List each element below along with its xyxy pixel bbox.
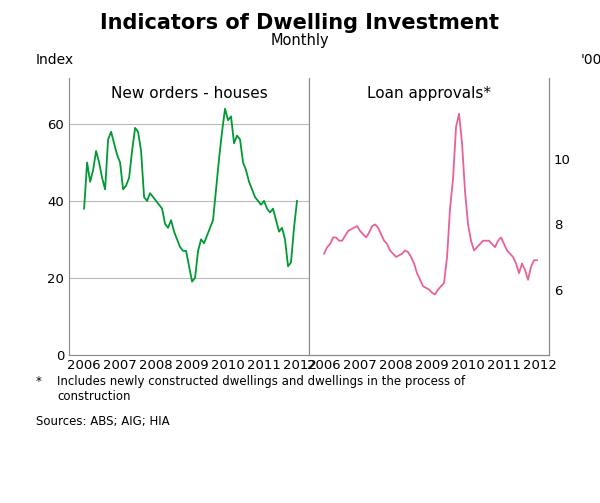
Text: '000: '000 (580, 53, 600, 67)
Text: Sources: ABS; AIG; HIA: Sources: ABS; AIG; HIA (36, 415, 170, 428)
Text: Index: Index (35, 53, 74, 67)
Text: Includes newly constructed dwellings and dwellings in the process of
constructio: Includes newly constructed dwellings and… (57, 375, 465, 403)
Text: *: * (36, 375, 42, 388)
Text: Indicators of Dwelling Investment: Indicators of Dwelling Investment (101, 13, 499, 33)
Text: New orders - houses: New orders - houses (110, 87, 268, 101)
Text: Monthly: Monthly (271, 33, 329, 48)
Text: Loan approvals*: Loan approvals* (367, 87, 491, 101)
